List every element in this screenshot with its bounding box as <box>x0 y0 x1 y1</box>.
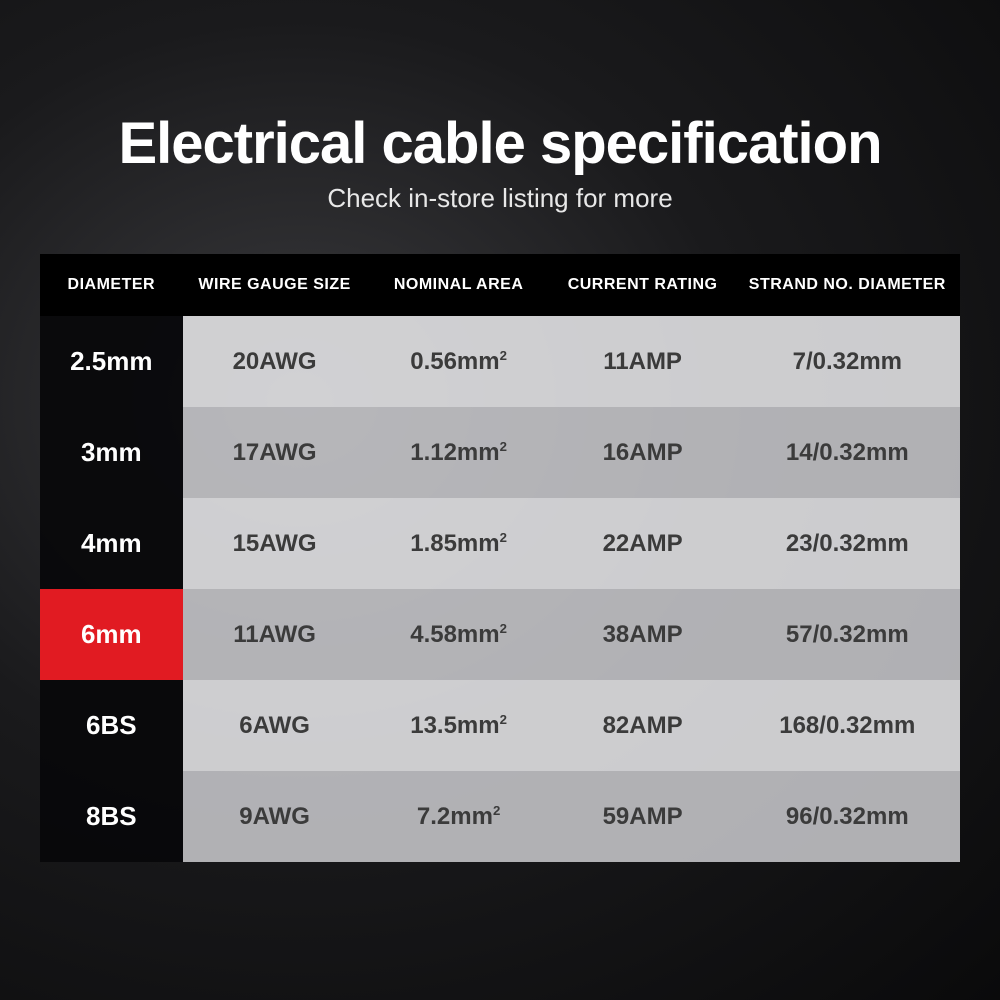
table-row: 3mm17AWG1.12mm216AMP14/0.32mm <box>40 407 960 498</box>
cell-area: 7.2mm2 <box>367 771 551 862</box>
cell-diameter: 2.5mm <box>40 316 183 407</box>
cell-gauge: 11AWG <box>183 589 367 680</box>
cell-area-value: 1.12mm <box>410 439 499 466</box>
spec-table-wrap: DIAMETER WIRE GAUGE SIZE NOMINAL AREA CU… <box>40 254 960 862</box>
cell-strand: 7/0.32mm <box>735 316 960 407</box>
cell-diameter: 4mm <box>40 498 183 589</box>
col-diameter: DIAMETER <box>40 254 183 316</box>
cell-area: 4.58mm2 <box>367 589 551 680</box>
cell-gauge: 6AWG <box>183 680 367 771</box>
table-row: 6mm11AWG4.58mm238AMP57/0.32mm <box>40 589 960 680</box>
table-row: 2.5mm20AWG0.56mm211AMP7/0.32mm <box>40 316 960 407</box>
cell-strand: 96/0.32mm <box>735 771 960 862</box>
cell-strand: 23/0.32mm <box>735 498 960 589</box>
cell-gauge: 20AWG <box>183 316 367 407</box>
cell-current: 82AMP <box>551 680 735 771</box>
col-strand: STRAND NO. DIAMETER <box>735 254 960 316</box>
cell-area-sup: 2 <box>500 439 507 454</box>
table-row: 6BS6AWG13.5mm282AMP168/0.32mm <box>40 680 960 771</box>
cell-area-sup: 2 <box>500 712 507 727</box>
cell-diameter: 8BS <box>40 771 183 862</box>
cell-gauge: 9AWG <box>183 771 367 862</box>
cell-area-value: 7.2mm <box>417 803 493 830</box>
cell-area: 13.5mm2 <box>367 680 551 771</box>
cell-diameter: 6mm <box>40 589 183 680</box>
cell-current: 59AMP <box>551 771 735 862</box>
cell-current: 11AMP <box>551 316 735 407</box>
table-header: DIAMETER WIRE GAUGE SIZE NOMINAL AREA CU… <box>40 254 960 316</box>
cell-area: 1.85mm2 <box>367 498 551 589</box>
cell-area-value: 0.56mm <box>410 348 499 375</box>
cell-strand: 168/0.32mm <box>735 680 960 771</box>
cell-area-sup: 2 <box>500 348 507 363</box>
cell-area: 1.12mm2 <box>367 407 551 498</box>
cell-area-sup: 2 <box>493 803 500 818</box>
cell-area-value: 1.85mm <box>410 530 499 557</box>
cell-area-value: 4.58mm <box>410 621 499 648</box>
page-subtitle: Check in-store listing for more <box>0 183 1000 214</box>
cell-current: 38AMP <box>551 589 735 680</box>
cell-gauge: 15AWG <box>183 498 367 589</box>
title-block: Electrical cable specification Check in-… <box>0 0 1000 214</box>
col-area: NOMINAL AREA <box>367 254 551 316</box>
cell-area-sup: 2 <box>500 530 507 545</box>
table-row: 4mm15AWG1.85mm222AMP23/0.32mm <box>40 498 960 589</box>
page-title: Electrical cable specification <box>0 110 1000 177</box>
cell-current: 16AMP <box>551 407 735 498</box>
col-current: CURRENT RATING <box>551 254 735 316</box>
spec-table: DIAMETER WIRE GAUGE SIZE NOMINAL AREA CU… <box>40 254 960 862</box>
cell-area-sup: 2 <box>500 621 507 636</box>
col-gauge: WIRE GAUGE SIZE <box>183 254 367 316</box>
table-body: 2.5mm20AWG0.56mm211AMP7/0.32mm3mm17AWG1.… <box>40 316 960 862</box>
cell-area: 0.56mm2 <box>367 316 551 407</box>
cell-gauge: 17AWG <box>183 407 367 498</box>
cell-current: 22AMP <box>551 498 735 589</box>
cell-strand: 57/0.32mm <box>735 589 960 680</box>
cell-area-value: 13.5mm <box>410 712 499 739</box>
cell-diameter: 6BS <box>40 680 183 771</box>
cell-diameter: 3mm <box>40 407 183 498</box>
cell-strand: 14/0.32mm <box>735 407 960 498</box>
table-row: 8BS9AWG7.2mm259AMP96/0.32mm <box>40 771 960 862</box>
